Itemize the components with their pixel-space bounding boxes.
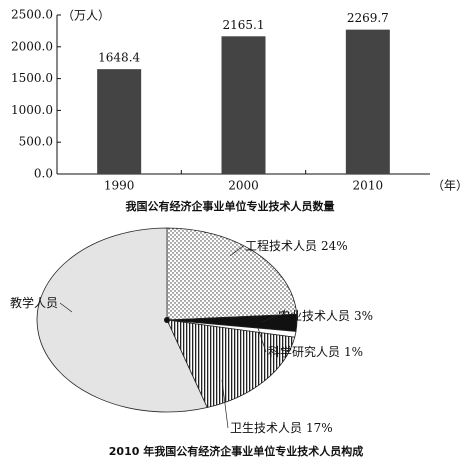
slice-label: 科学研究人员 1% bbox=[268, 344, 363, 359]
x-tick-label: 2000 bbox=[228, 179, 259, 193]
slice-name: 教学人员 bbox=[10, 295, 58, 310]
leader-line bbox=[229, 245, 244, 257]
x-tick-label: 1990 bbox=[104, 179, 135, 193]
x-unit: （年） bbox=[432, 179, 468, 193]
slice-name: 科学研究人员 bbox=[268, 344, 340, 359]
bar-title: 我国公有经济企事业单位专业技术人员数量 bbox=[126, 199, 335, 213]
y-unit: （万人） bbox=[62, 9, 110, 23]
pie-slice bbox=[166, 227, 298, 321]
slice-name: 工程技术人员 bbox=[245, 238, 317, 253]
slice-name: 农业技术人员 bbox=[278, 309, 350, 323]
y-tick-label: 1000.0 bbox=[11, 103, 53, 117]
slice-label: 卫生技术人员 17% bbox=[230, 421, 333, 435]
y-tick-label: 2500.0 bbox=[11, 8, 53, 22]
slice-label: 工程技术人员 24% bbox=[245, 238, 348, 253]
leader-line bbox=[59, 302, 73, 313]
pie-title: 2010 年我国公有经济企事业单位专业技术人员构成 bbox=[109, 444, 363, 458]
slice-value-label: 1% bbox=[344, 345, 363, 359]
slice-value-label: 24% bbox=[321, 239, 348, 253]
slice-label: 农业技术人员 3% bbox=[278, 309, 373, 323]
bar bbox=[221, 36, 266, 175]
value-label: 1648.4 bbox=[98, 51, 140, 65]
slice-value-label: 17% bbox=[306, 421, 333, 435]
x-tick-label: 2010 bbox=[353, 179, 384, 193]
y-tick-label: 1500.0 bbox=[11, 71, 53, 85]
slice-name: 卫生技术人员 bbox=[230, 421, 302, 435]
bar bbox=[345, 29, 390, 174]
slice-value-label: 3% bbox=[354, 309, 373, 323]
y-tick-label: 2000.0 bbox=[11, 39, 53, 53]
value-label: 2269.7 bbox=[347, 11, 389, 25]
y-tick-label: 0.0 bbox=[34, 167, 53, 181]
leader-line bbox=[221, 379, 229, 429]
pie-slice bbox=[36, 227, 208, 413]
leader-line bbox=[257, 327, 267, 353]
slice-label: 教学人员 bbox=[10, 295, 58, 310]
y-tick-label: 500.0 bbox=[19, 135, 53, 149]
leader-line bbox=[261, 315, 277, 323]
bar bbox=[97, 69, 142, 174]
pie-center bbox=[164, 317, 170, 323]
value-label: 2165.1 bbox=[223, 18, 265, 32]
